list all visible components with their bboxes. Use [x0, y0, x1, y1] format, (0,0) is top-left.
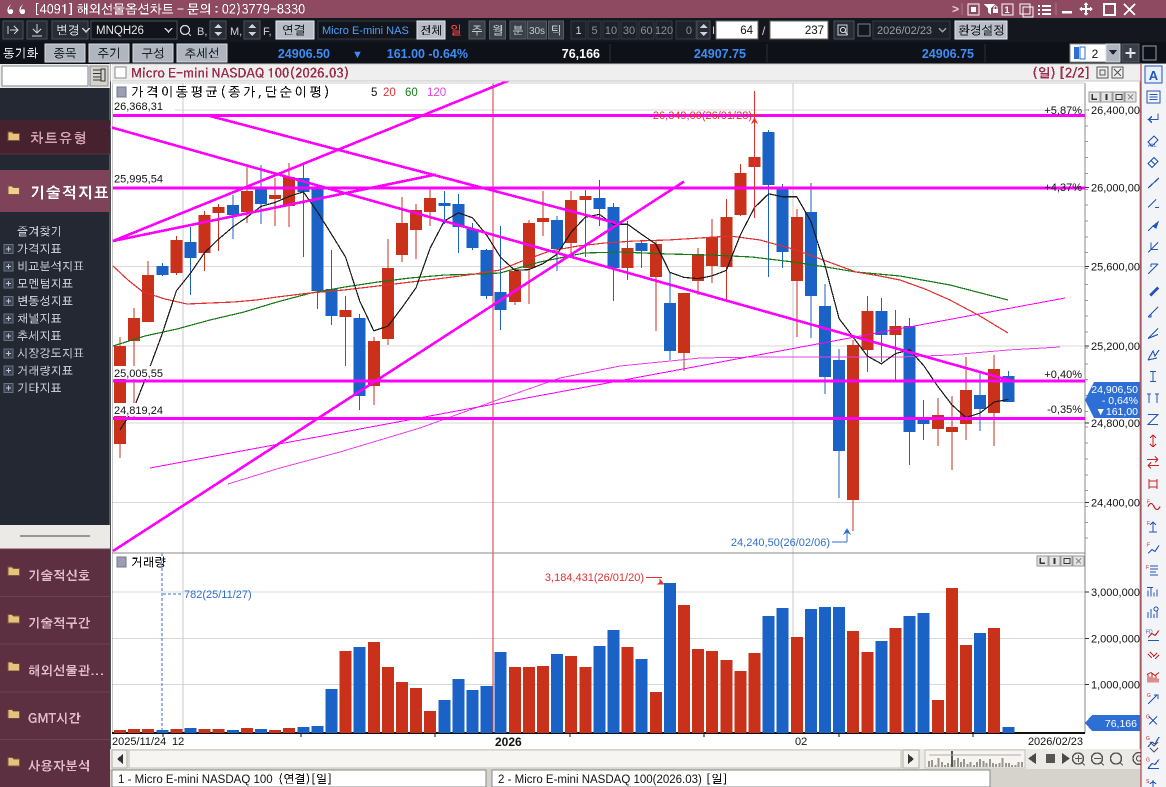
svg-text:FD: FD — [1146, 630, 1153, 636]
svg-text:12: 12 — [172, 736, 184, 748]
svg-text:10: 10 — [605, 25, 617, 37]
svg-text:G: G — [1146, 758, 1150, 764]
svg-text:25,600,00: 25,600,00 — [1091, 262, 1140, 274]
svg-text:▼: ▼ — [352, 49, 363, 61]
svg-text:2,000,000: 2,000,000 — [1091, 634, 1140, 646]
svg-text:237: 237 — [805, 25, 824, 37]
svg-text:24,800,00: 24,800,00 — [1091, 418, 1140, 430]
svg-text:5: 5 — [591, 25, 597, 37]
svg-text:2026/02/23: 2026/02/23 — [1028, 736, 1083, 748]
svg-text:25,995,54: 25,995,54 — [114, 174, 163, 186]
svg-text:3,184,431(26/01/20): 3,184,431(26/01/20) — [545, 572, 644, 584]
svg-text:>: > — [952, 2, 959, 16]
svg-text:2026/02/23: 2026/02/23 — [877, 25, 932, 37]
svg-text:24906.50: 24906.50 — [278, 47, 330, 61]
svg-text:60: 60 — [405, 87, 418, 99]
svg-text:M,: M, — [230, 26, 242, 38]
svg-text:26,349,00(26/01/28): 26,349,00(26/01/28) — [653, 110, 752, 122]
svg-text:MNQH26: MNQH26 — [96, 25, 144, 37]
svg-text:64: 64 — [740, 25, 753, 37]
svg-text:120: 120 — [655, 25, 673, 37]
svg-text:120: 120 — [427, 87, 446, 99]
svg-text:2025/11/24: 2025/11/24 — [112, 736, 166, 748]
svg-text:G: G — [1147, 693, 1151, 699]
svg-text:2 - Micro E-mini NASDAQ 100(20: 2 - Micro E-mini NASDAQ 100(2026.03) — [498, 774, 702, 786]
svg-text:5: 5 — [371, 87, 377, 99]
svg-text:02: 02 — [795, 736, 807, 748]
svg-text:F: F — [1147, 500, 1150, 506]
svg-text:A: A — [1149, 68, 1159, 83]
svg-text:1: 1 — [1005, 5, 1010, 15]
svg-text:1,000,000: 1,000,000 — [1091, 679, 1140, 691]
svg-text:/: / — [762, 24, 766, 38]
svg-text:-0,35%: -0,35% — [1047, 404, 1082, 416]
svg-text:3,000,000: 3,000,000 — [1091, 587, 1140, 599]
svg-text:F: F — [1147, 543, 1150, 549]
svg-text:76,166: 76,166 — [562, 47, 600, 61]
svg-text:2026: 2026 — [495, 735, 522, 749]
svg-text:F: F — [1147, 521, 1150, 527]
svg-text:+4,37%: +4,37% — [1044, 182, 1082, 194]
svg-text:Micro E-mini NAS: Micro E-mini NAS — [322, 25, 409, 37]
svg-text:2: 2 — [1092, 47, 1099, 61]
svg-text:F,: F, — [263, 26, 272, 38]
svg-text:+5,87%: +5,87% — [1044, 105, 1082, 117]
svg-text:76,166: 76,166 — [1105, 718, 1137, 730]
svg-text:0: 0 — [686, 25, 692, 37]
svg-text:26,400,00: 26,400,00 — [1091, 105, 1140, 117]
svg-text:24907.75: 24907.75 — [694, 47, 746, 61]
svg-text:26,368,31: 26,368,31 — [114, 101, 163, 113]
svg-text:I: I — [712, 25, 715, 37]
svg-text:G: G — [1146, 736, 1150, 742]
svg-text:-0.64%: -0.64% — [428, 47, 468, 61]
svg-text:B,: B, — [197, 26, 207, 38]
svg-text:26,000,00: 26,000,00 — [1091, 182, 1140, 194]
svg-text:30s: 30s — [529, 26, 545, 37]
svg-text:24,906,50: 24,906,50 — [1091, 384, 1138, 396]
svg-text:24,819,24: 24,819,24 — [114, 405, 163, 417]
svg-text:24,400,00: 24,400,00 — [1091, 498, 1140, 510]
svg-text:S: S — [1146, 779, 1150, 785]
svg-text:+0,40%: +0,40% — [1044, 369, 1082, 381]
svg-text:G: G — [1146, 715, 1150, 721]
svg-text:1: 1 — [575, 25, 581, 37]
svg-text:F: F — [1146, 565, 1149, 571]
svg-text:▼161,00: ▼161,00 — [1095, 406, 1138, 418]
svg-text:25,200,00: 25,200,00 — [1091, 341, 1140, 353]
svg-text:24,240,50(26/02/06): 24,240,50(26/02/06) — [731, 537, 830, 549]
svg-text:60: 60 — [640, 25, 652, 37]
svg-text:24906.75: 24906.75 — [922, 47, 974, 61]
svg-text:1 - Micro E-mini NASDAQ 100: 1 - Micro E-mini NASDAQ 100 — [118, 774, 273, 786]
svg-text:25,005,55: 25,005,55 — [114, 368, 163, 380]
svg-text:161.00: 161.00 — [387, 47, 425, 61]
svg-text:20: 20 — [383, 87, 396, 99]
svg-text:ALL: ALL — [1148, 143, 1157, 149]
svg-text:- 0,64%: - 0,64% — [1102, 395, 1138, 407]
svg-text:782(25/11/27): 782(25/11/27) — [184, 589, 252, 601]
svg-text:30: 30 — [623, 25, 635, 37]
